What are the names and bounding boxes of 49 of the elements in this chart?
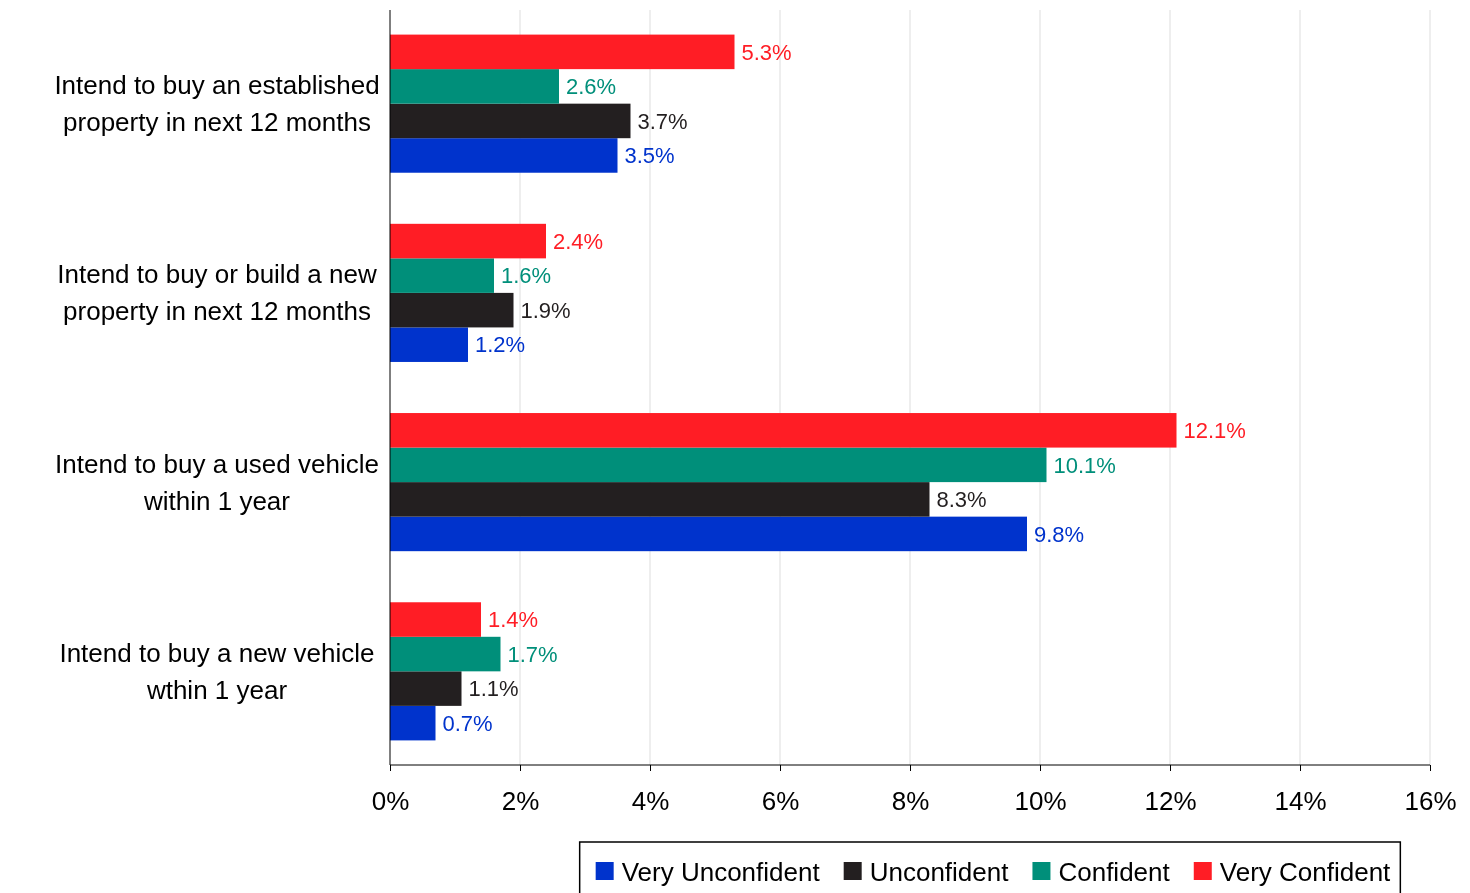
bar: [390, 327, 468, 362]
data-label: 10.1%: [1053, 452, 1116, 478]
y-tick-label: Intend to buy an established property in next 12 months: [54, 70, 380, 138]
bar: [390, 413, 1177, 448]
y-tick-label: Intend to buy or build a new property in next 12 months: [57, 259, 377, 327]
data-label: 5.3%: [741, 39, 792, 65]
data-label: 1.9%: [520, 297, 571, 323]
bar: [390, 138, 618, 173]
bar: [390, 103, 631, 139]
data-label: 12.1%: [1183, 418, 1246, 444]
bar: [390, 447, 1047, 483]
data-label: 2.6%: [566, 74, 617, 100]
y-tick-label: Intend to buy a new vehicle wthin 1 year: [59, 637, 375, 705]
bar: [390, 34, 735, 70]
legend-label: Very Confident: [1219, 857, 1392, 888]
x-tick-label: 0%: [371, 786, 410, 817]
data-label: 1.4%: [488, 607, 539, 633]
bar: [390, 705, 436, 741]
bar: [390, 602, 481, 637]
data-label: 1.2%: [475, 332, 526, 358]
bar: [390, 223, 546, 259]
data-label: 2.4%: [553, 228, 604, 254]
data-label: 8.3%: [936, 487, 987, 513]
bar: [390, 636, 501, 672]
data-label: 0.7%: [442, 710, 493, 736]
legend-label: Unconfident: [869, 857, 1010, 888]
x-tick-label: 2%: [501, 786, 540, 817]
data-label: 9.8%: [1034, 521, 1085, 547]
data-label: 1.7%: [507, 641, 558, 667]
x-tick-label: 16%: [1404, 786, 1457, 817]
legend-label: Confident: [1058, 857, 1171, 888]
bar: [390, 516, 1027, 552]
legend-label: Very Unconfident: [621, 857, 821, 888]
y-tick-label: Intend to buy a used vehicle within 1 year: [55, 448, 379, 516]
x-tick-label: 8%: [891, 786, 930, 817]
bar: [390, 482, 930, 517]
x-tick-label: 10%: [1014, 786, 1067, 817]
bar: [390, 292, 514, 328]
bar: [390, 258, 494, 293]
x-tick-label: 4%: [631, 786, 670, 817]
x-tick-label: 6%: [761, 786, 800, 817]
x-tick-label: 12%: [1144, 786, 1197, 817]
data-label: 3.5%: [624, 143, 675, 169]
bar: [390, 671, 462, 706]
x-tick-label: 14%: [1274, 786, 1327, 817]
data-label: 1.1%: [468, 676, 519, 702]
data-label: 1.6%: [501, 263, 552, 289]
bar: [390, 69, 559, 104]
data-label: 3.7%: [637, 108, 688, 134]
